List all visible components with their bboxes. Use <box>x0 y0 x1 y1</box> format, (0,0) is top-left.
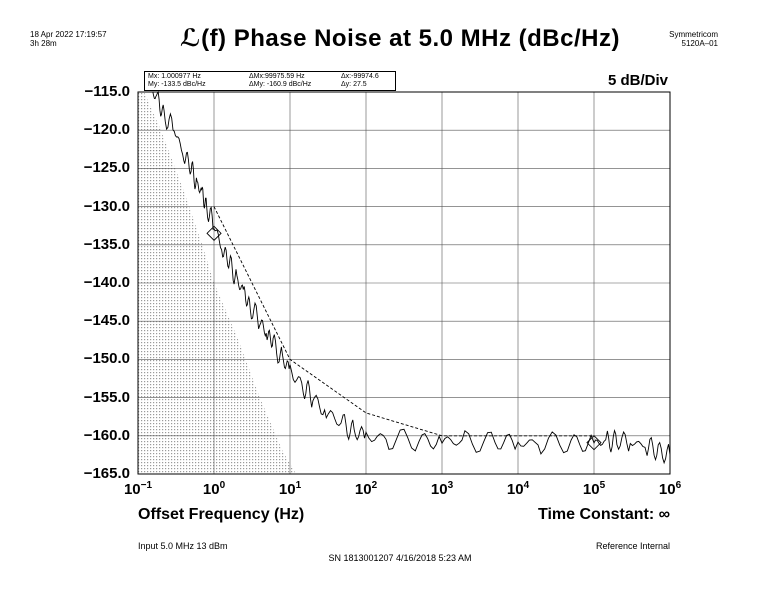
marker-dmx: ΔMx:99975.59 Hz <box>249 73 305 80</box>
y-tick-label: −115.0 <box>84 83 130 100</box>
y-tick-label: −135.0 <box>83 235 130 253</box>
marker-dy: Δy: 27.5 <box>341 81 367 88</box>
timestamp: 18 Apr 2022 17:19:57 <box>30 30 107 39</box>
marker-dmy: ΔMy: -160.9 dBc/Hz <box>249 81 312 88</box>
elapsed-time: 3h 28m <box>30 39 57 48</box>
serial-number: SN 1813001207 4/16/2018 5:23 AM <box>328 553 472 563</box>
marker-mx: Mx: 1.000977 Hz <box>148 73 201 80</box>
y-tick-label: −125.0 <box>83 159 130 177</box>
x-tick-label: 105 <box>582 480 606 498</box>
noise-floor-region <box>138 92 296 474</box>
chart-title: ℒ(f) Phase Noise at 5.0 MHz (dBc/Hz) <box>180 25 620 52</box>
x-tick-label: 106 <box>658 480 682 498</box>
marker-my: My: -133.5 dBc/Hz <box>148 81 206 88</box>
y-tick-label: −145.0 <box>83 312 130 330</box>
x-tick-label: 10−1 <box>123 480 153 498</box>
x-tick-label: 103 <box>430 480 454 498</box>
x-tick-label: 104 <box>506 480 530 498</box>
y-tick-label: −160.0 <box>83 426 130 444</box>
scale-label: 5 dB/Div <box>607 72 668 89</box>
y-tick-label: −140.0 <box>83 274 130 291</box>
time-constant: Time Constant: ∞ <box>537 506 670 523</box>
marker-diamond-2 <box>586 435 602 451</box>
marker-diamond-1 <box>206 225 222 241</box>
y-tick-label: −165.0 <box>83 465 130 482</box>
y-tick-label: −130.0 <box>83 197 130 215</box>
measured-trace <box>151 90 671 465</box>
marker-dx: Δx:-99974.6 <box>341 73 379 80</box>
x-tick-label: 101 <box>278 480 302 498</box>
plot-frame <box>137 91 671 475</box>
marker-readout: Mx: 1.000977 Hz My: -133.5 dBc/Hz ΔMx:99… <box>144 71 396 91</box>
x-tick-label: 102 <box>354 480 378 498</box>
x-tick-label: 100 <box>202 480 226 498</box>
y-tick-label: −120.0 <box>83 121 130 139</box>
input-info: Input 5.0 MHz 13 dBm <box>138 541 228 551</box>
x-axis-label: Offset Frequency (Hz) <box>138 506 305 523</box>
y-tick-label: −150.0 <box>83 350 130 368</box>
y-tick-label: −155.0 <box>83 388 130 406</box>
reference-info: Reference Internal <box>595 541 670 551</box>
model-number: 5120A–01 <box>681 39 718 48</box>
brand-name: Symmetricom <box>669 30 718 39</box>
